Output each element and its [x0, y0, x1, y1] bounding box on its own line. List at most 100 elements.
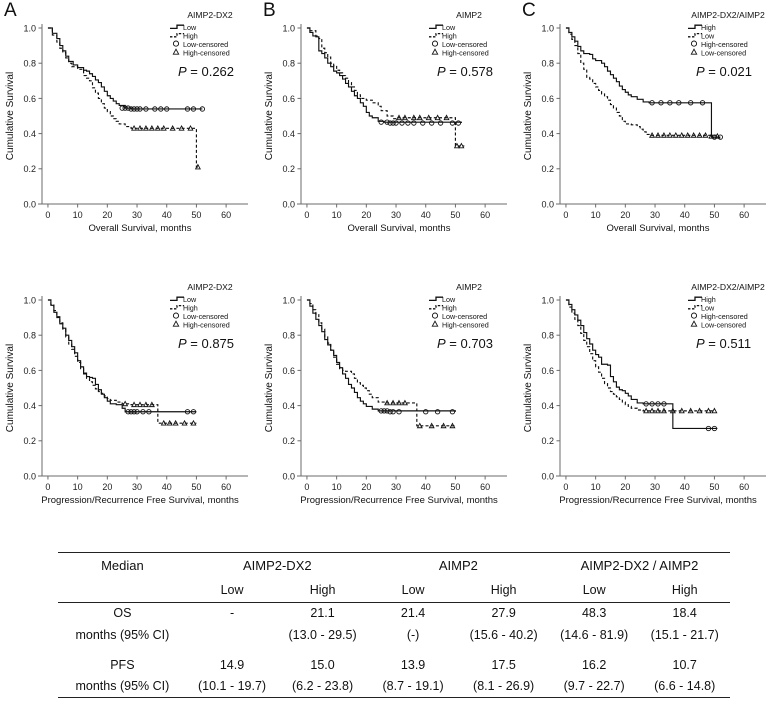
y-tick-label: 0.0: [282, 199, 295, 209]
y-tick-label: 0.8: [541, 59, 554, 69]
x-tick-label: 60: [480, 210, 490, 220]
y-tick-label: 0.6: [23, 366, 36, 376]
x-tick-label: 0: [45, 482, 50, 492]
x-tick-label: 0: [304, 210, 309, 220]
censor-triangle-marker: [678, 132, 685, 138]
y-tick-label: 1.0: [541, 23, 554, 33]
censor-circle-marker: [393, 120, 399, 126]
x-tick-label: 20: [620, 482, 630, 492]
legend-swatch-dashed-step: [688, 32, 702, 38]
x-tick-label: 20: [102, 210, 112, 220]
y-tick-label: 0.2: [23, 436, 36, 446]
legend-swatch-solid-step: [170, 24, 184, 30]
x-tick-label: 10: [332, 210, 342, 220]
censor-triangle-marker: [160, 124, 167, 131]
legend-swatch-triangle-icon: [431, 48, 439, 55]
legend-item-label: High-censored: [183, 320, 230, 329]
censor-circle-marker: [711, 425, 718, 432]
x-tick-label: 40: [162, 482, 172, 492]
legend-title: AIMP2-DX2: [187, 10, 233, 20]
legend-item-label: High: [701, 23, 716, 32]
x-axis-label: Overall Survival, months: [348, 223, 451, 234]
row-label-pfs-units: months (95% CI): [58, 675, 187, 698]
x-tick-label: 40: [680, 482, 690, 492]
legend-item-label: Low: [442, 23, 456, 32]
os-value-3: 27.9: [491, 606, 516, 621]
pfs-value-3: 17.5: [491, 658, 516, 672]
x-tick-label: 10: [591, 482, 601, 492]
km-plot-F: 0.0 0.2 0.4 0.6 0.8 1.0 0 10 20 30 40 50 60 Progressi…: [523, 282, 766, 506]
legend-swatch-solid-step: [688, 296, 702, 302]
censor-circle-marker: [128, 106, 134, 112]
pfs-value-4: 16.2: [581, 658, 607, 672]
legend-item-label: High: [183, 304, 198, 313]
header-sub-0: Low: [186, 578, 278, 603]
censor-triangle-marker: [696, 132, 703, 138]
censor-circle-marker: [387, 120, 393, 126]
pfs-ci-1: (6.2 - 23.8): [277, 675, 368, 698]
legend-swatch-dashed-step: [688, 304, 702, 310]
km-curve-low: [565, 299, 715, 412]
x-axis-label: Progression/Recurrence Free Survival, mo…: [300, 495, 498, 506]
censor-triangle-marker: [649, 132, 656, 138]
legend-item-label: Low: [701, 304, 715, 313]
header-group-aimp2: AIMP2: [367, 552, 549, 579]
x-tick-label: 0: [45, 210, 50, 220]
legend-title: AIMP2-DX2/AIMP2: [691, 282, 765, 292]
legend-swatch-dashed-step: [429, 304, 443, 310]
censor-triangle-marker: [136, 124, 144, 131]
header-sub-5: High: [639, 578, 730, 603]
censor-triangle-marker: [181, 419, 188, 426]
censor-triangle-marker: [654, 132, 662, 138]
censor-circle-marker: [429, 120, 435, 126]
legend-item-label: Low-censored: [183, 312, 228, 321]
row-label-os-units: months (95% CI): [75, 627, 170, 642]
panel-F: 0.0 0.2 0.4 0.6 0.8 1.0 0 10 20 30 40 50 60 Progressi…: [518, 272, 779, 534]
censor-triangle-marker: [401, 114, 408, 121]
y-tick-label: 0.0: [541, 199, 554, 209]
x-tick-label: 30: [391, 482, 401, 492]
censor-circle-marker: [134, 106, 140, 112]
legend-swatch-solid-step: [170, 296, 184, 302]
x-tick-label: 50: [191, 210, 201, 220]
y-tick-label: 0.4: [541, 129, 554, 139]
x-tick-label: 50: [450, 210, 460, 220]
legend-item-label: High-censored: [701, 40, 748, 49]
censor-circle-marker: [131, 409, 137, 415]
pfs-ci-3: (8.1 - 26.9): [458, 675, 549, 698]
y-axis-label: Cumulative Survival: [523, 344, 534, 432]
censor-triangle-marker: [384, 399, 391, 406]
x-tick-label: 40: [162, 210, 172, 220]
y-tick-label: 1.0: [23, 23, 36, 33]
x-tick-label: 40: [421, 482, 431, 492]
os-ci-3: (15.6 - 40.2): [469, 627, 538, 642]
x-tick-label: 30: [132, 482, 142, 492]
censor-circle-marker: [199, 106, 206, 112]
x-axis-label: Progression/Recurrence Free Survival, mo…: [41, 495, 239, 506]
panel-E: 0.0 0.2 0.4 0.6 0.8 1.0 0 10 20 30 40 50 60 Progressi…: [259, 272, 520, 534]
censor-circle-marker: [661, 401, 667, 407]
censor-circle-marker: [649, 100, 655, 106]
censor-circle-marker: [184, 106, 191, 112]
x-axis-label: Overall Survival, months: [89, 223, 192, 234]
table-row-spacer: [58, 646, 730, 655]
censor-circle-marker: [152, 106, 158, 112]
legend-item-label: Low: [183, 23, 197, 32]
censor-triangle-marker: [690, 132, 697, 138]
censor-circle-marker: [649, 401, 655, 407]
censor-circle-marker: [137, 106, 143, 112]
pfs-ci-2: (8.7 - 19.1): [367, 675, 459, 698]
censor-circle-marker: [378, 408, 384, 414]
legend-title: AIMP2: [456, 10, 482, 20]
km-curve-high: [47, 299, 197, 424]
censor-circle-marker: [190, 409, 197, 415]
censor-triangle-marker: [160, 419, 167, 426]
censor-circle-marker: [643, 401, 649, 407]
y-tick-label: 0.2: [282, 164, 295, 174]
km-curve-high: [47, 27, 200, 168]
censor-triangle-marker: [416, 114, 423, 121]
km-plot-B: 0.0 0.2 0.4 0.6 0.8 1.0 0 10 20 30 40 50 60 Overall S…: [264, 10, 507, 234]
x-tick-label: 60: [739, 482, 749, 492]
legend-item-label: Low-censored: [442, 312, 487, 321]
y-tick-label: 1.0: [282, 23, 295, 33]
